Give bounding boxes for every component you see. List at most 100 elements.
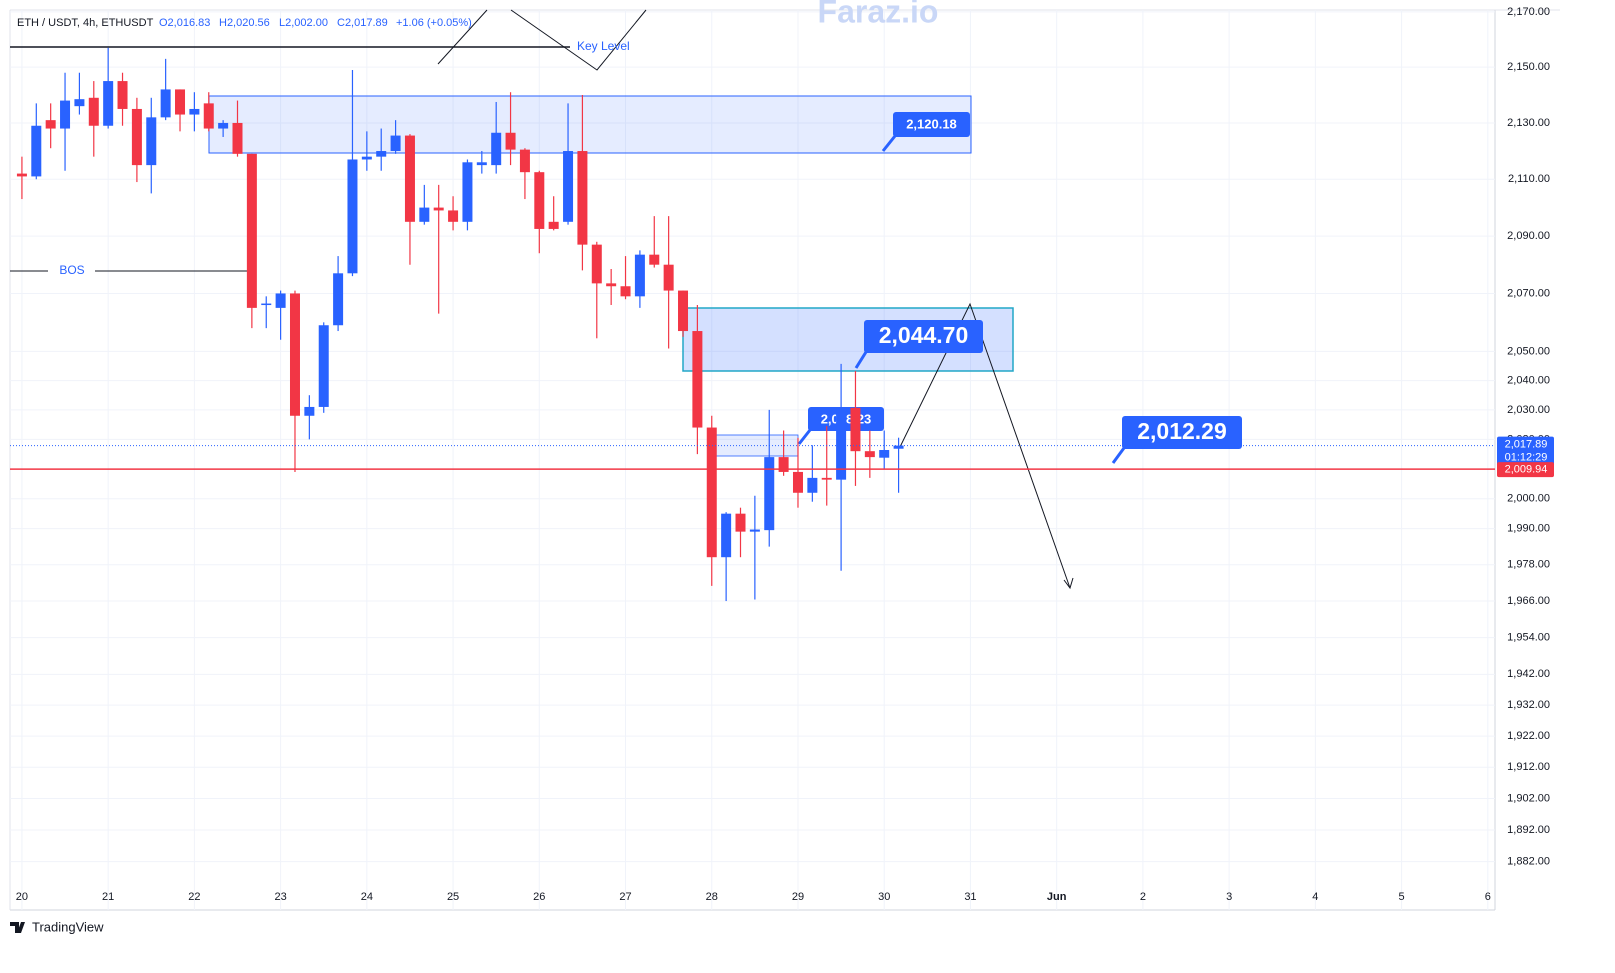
candle-body (160, 89, 171, 118)
candle-body (16, 173, 27, 177)
callout-label: 2,012.29 (1137, 418, 1227, 444)
candle-body (634, 254, 645, 297)
candle-body (476, 162, 487, 166)
candle-body (778, 457, 789, 472)
symbol: ETH / USDT, 4h, ETHUSDT (17, 17, 154, 29)
ohlc-close: C2,017.89 (337, 17, 388, 29)
candle-body (404, 135, 415, 222)
candle-body (74, 99, 85, 107)
callout-box (1122, 416, 1242, 449)
candle-body (792, 471, 803, 493)
projection-arrow (899, 302, 1071, 589)
trend-line (510, 9, 647, 71)
candle-body (606, 283, 617, 287)
footer-logo: TradingView (10, 919, 104, 934)
x-tick-label: 26 (533, 891, 545, 903)
candle-body (390, 135, 401, 152)
candle-body (563, 151, 574, 222)
candle-body (850, 407, 861, 452)
countdown-label: 01:12:29 (1505, 451, 1548, 463)
level-label: 2,009.94 (1505, 464, 1548, 476)
current-price-label: 2,017.89 (1505, 438, 1548, 450)
candle-body (318, 325, 329, 407)
footer-brand: TradingView (32, 919, 104, 934)
y-tick-label: 2,090.00 (1507, 230, 1550, 242)
candle-body (577, 151, 588, 245)
candle-body (31, 125, 42, 177)
callout-tail (854, 351, 868, 369)
y-tick-label: 2,170.00 (1507, 6, 1550, 18)
candle-body (534, 172, 545, 229)
ohlc-high: H2,020.56 (219, 17, 270, 29)
y-tick-label: 1,932.00 (1507, 699, 1550, 711)
candle-body (505, 132, 516, 150)
y-tick-label: 2,130.00 (1507, 117, 1550, 129)
candle-body (764, 457, 775, 531)
y-tick-label: 2,030.00 (1507, 404, 1550, 416)
y-tick-label: 1,990.00 (1507, 523, 1550, 535)
x-tick-label: 6 (1485, 891, 1491, 903)
x-tick-label: 5 (1399, 891, 1405, 903)
candle-body (663, 264, 674, 291)
candle-body (103, 81, 114, 126)
callout-tail (1111, 447, 1126, 464)
overlay: 2,170.00 2,150.00 2,130.00 2,110.00 2,090.00… (10, 6, 1554, 903)
candle-body (836, 407, 847, 480)
candle-body (246, 153, 257, 308)
drawings (10, 9, 1074, 590)
candle-body (175, 89, 186, 115)
y-tick-label: 1,912.00 (1507, 761, 1550, 773)
callout-tail (881, 135, 897, 152)
y-tick-label: 2,150.00 (1507, 61, 1550, 73)
candle-body (203, 103, 214, 129)
y-tick-label: 2,000.00 (1507, 493, 1550, 505)
candle-body (131, 108, 142, 166)
candle-body (491, 132, 502, 166)
ohlc-open: O2,016.83 (159, 17, 210, 29)
candle-body (749, 529, 760, 532)
candle-body (433, 207, 444, 211)
y-tick-label: 2,050.00 (1507, 345, 1550, 357)
candle-body (376, 151, 387, 157)
x-tick-label: 21 (102, 891, 114, 903)
candle-body (591, 244, 602, 284)
supply-zone (208, 95, 972, 154)
candle-body (419, 207, 430, 222)
grid (9, 9, 1560, 911)
x-tick-label: 27 (619, 891, 631, 903)
bos-label: BOS (59, 263, 84, 277)
y-tick-label: 1,902.00 (1507, 792, 1550, 804)
y-tick-label: 1,892.00 (1507, 824, 1550, 836)
candle-body (649, 254, 660, 265)
x-tick-label: 2 (1140, 891, 1146, 903)
watermark: Faraz.io (818, 0, 939, 29)
x-tick-label: 28 (706, 891, 718, 903)
candle-body (706, 427, 717, 558)
candle-body (146, 117, 157, 166)
candle-body (821, 477, 832, 480)
callout-tail (797, 429, 812, 445)
candle-body (275, 293, 286, 308)
x-tick-label: Jun (1047, 891, 1067, 903)
candle-body (678, 290, 689, 332)
x-tick-label: 3 (1226, 891, 1232, 903)
x-tick-label: 25 (447, 891, 459, 903)
y-tick-label: 1,942.00 (1507, 668, 1550, 680)
candle-body (448, 210, 459, 222)
x-tick-label: 4 (1312, 891, 1318, 903)
trend-line (437, 9, 488, 65)
candle-body (519, 149, 530, 173)
candle-body (620, 286, 631, 297)
candle-body (189, 108, 200, 115)
x-tick-label: 30 (878, 891, 890, 903)
y-tick-label: 2,040.00 (1507, 374, 1550, 386)
ohlc-low: L2,002.00 (279, 17, 328, 29)
candle-body (304, 406, 315, 416)
y-tick-label: 2,070.00 (1507, 287, 1550, 299)
candle-body (60, 100, 71, 129)
candle-body (879, 449, 890, 458)
y-tick-label: 1,882.00 (1507, 856, 1550, 868)
candle-body (117, 81, 128, 109)
arrow-head (1063, 577, 1074, 590)
